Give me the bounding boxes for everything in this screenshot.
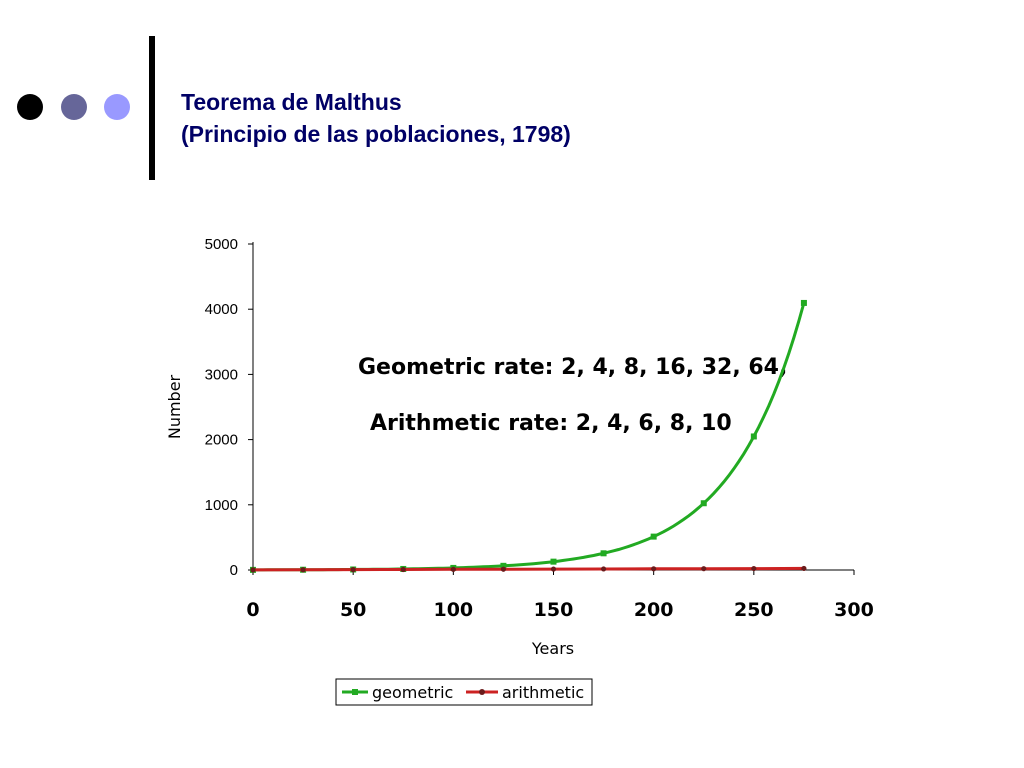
title-divider-bar: [149, 36, 155, 180]
legend-box: [335, 678, 593, 706]
y-tick-label: 5000: [205, 236, 238, 253]
data-point-geometric: [650, 533, 657, 540]
data-point-arithmetic: [600, 566, 607, 572]
y-tick-label: 1000: [205, 497, 238, 514]
annotation-geometric-rate: Geometric rate: 2, 4, 8, 16, 32, 64,: [358, 355, 787, 380]
data-point-arithmetic: [701, 566, 707, 572]
data-point-arithmetic: [550, 566, 557, 572]
x-tick-label: 200: [634, 599, 674, 621]
x-tick-label: 50: [340, 599, 366, 621]
x-tick-label: 150: [534, 599, 574, 621]
data-point-geometric: [800, 299, 807, 306]
y-tick-label: 0: [230, 562, 238, 579]
bullet-dot-lavender: [104, 94, 130, 120]
data-point-arithmetic: [751, 565, 757, 572]
annotation-arithmetic-rate: Arithmetic rate: 2, 4, 6, 8, 10: [370, 411, 732, 436]
slide-title: Teorema de Malthus (Principio de las pob…: [181, 86, 571, 150]
data-point-geometric: [600, 550, 607, 557]
x-tick-label: 250: [734, 599, 774, 621]
legend-marker-geometric: [352, 689, 358, 695]
data-point-arithmetic: [350, 567, 356, 573]
x-tick-label: 100: [433, 599, 473, 621]
series-line-arithmetic: [252, 566, 804, 572]
legend-marker-arithmetic: [479, 689, 485, 695]
data-point-arithmetic: [250, 567, 256, 573]
x-tick-label: 0: [246, 599, 259, 621]
data-point-arithmetic: [400, 566, 406, 573]
slide-title-line-2: (Principio de las poblaciones, 1798): [181, 121, 571, 147]
data-point-geometric: [700, 500, 707, 507]
data-point-geometric: [500, 562, 507, 569]
bullet-dot-black: [17, 94, 43, 120]
slide-title-line-1: Teorema de Malthus: [181, 89, 402, 115]
x-tick-label: 300: [834, 599, 874, 621]
data-point-arithmetic: [801, 565, 807, 572]
x-axis-label: Years: [531, 639, 574, 658]
bullet-dot-slate: [61, 94, 87, 120]
legend-label-geometric: geometric: [372, 683, 453, 702]
data-point-geometric: [750, 433, 757, 440]
data-point-arithmetic: [500, 566, 507, 572]
y-tick-label: 2000: [205, 432, 238, 449]
data-point-arithmetic: [651, 566, 657, 572]
data-point-arithmetic: [450, 566, 456, 572]
legend-label-arithmetic: arithmetic: [502, 683, 584, 702]
data-point-arithmetic: [300, 567, 306, 573]
data-point-geometric: [550, 558, 557, 565]
y-axis-label: Number: [165, 374, 184, 439]
series-line-geometric: [253, 302, 806, 572]
y-tick-label: 4000: [205, 301, 238, 318]
y-tick-label: 3000: [205, 366, 238, 383]
